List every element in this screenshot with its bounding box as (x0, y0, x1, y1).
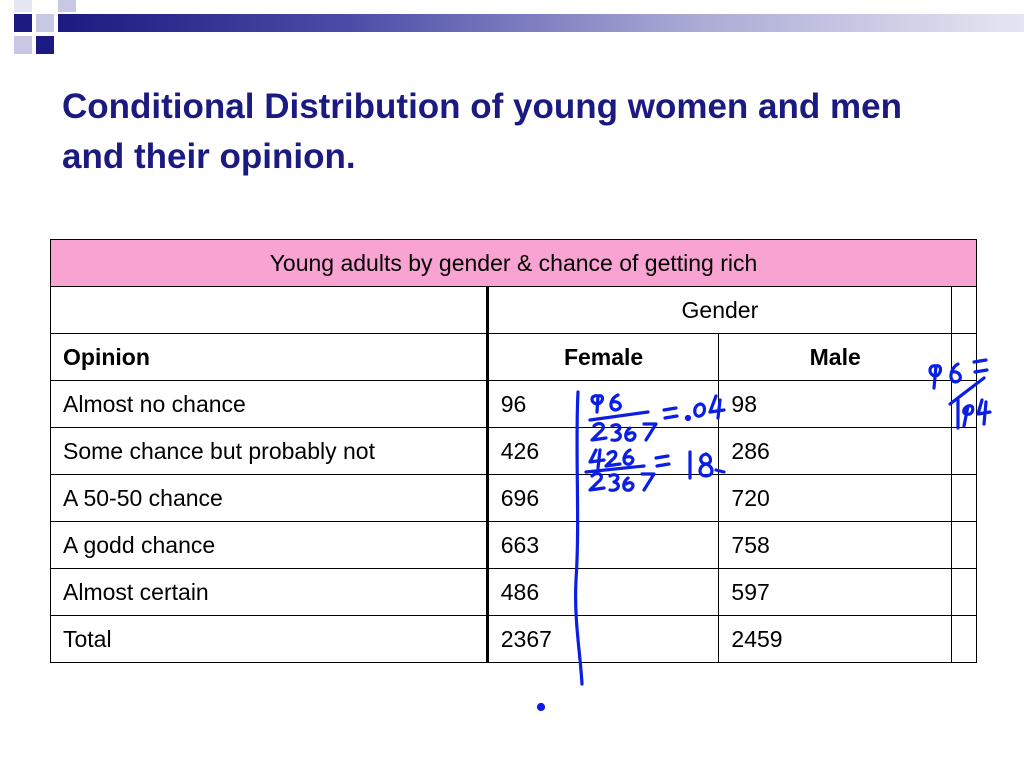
table-row: A 50-50 chance 696 720 (50, 474, 977, 522)
corner-square (14, 14, 32, 32)
male-cell: 2459 (718, 615, 953, 663)
opinion-cell: Almost certain (50, 568, 488, 616)
corner-square (36, 14, 54, 32)
male-cell: 98 (718, 380, 953, 428)
column-header-opinion: Opinion (50, 333, 488, 381)
column-header-row: Opinion Female Male (50, 333, 977, 381)
corner-square (14, 36, 32, 54)
table-caption: Young adults by gender & chance of getti… (50, 239, 977, 287)
male-cell: 286 (718, 427, 953, 475)
male-cell: 597 (718, 568, 953, 616)
empty-cell (951, 474, 977, 522)
gender-header: Gender (485, 286, 953, 334)
empty-cell (951, 380, 977, 428)
corner-square (14, 0, 32, 12)
table-row: Some chance but probably not 426 286 (50, 427, 977, 475)
slide-title: Conditional Distribution of young women … (62, 87, 902, 176)
column-header-male: Male (718, 333, 953, 381)
empty-cell (951, 521, 977, 569)
header-bar (58, 14, 1024, 32)
table-row: Total 2367 2459 (50, 615, 977, 663)
female-cell: 663 (485, 521, 720, 569)
male-cell: 758 (718, 521, 953, 569)
table-caption-row: Young adults by gender & chance of getti… (50, 239, 977, 287)
empty-cell (951, 333, 977, 381)
table-row: Almost no chance 96 98 (50, 380, 977, 428)
data-table: Young adults by gender & chance of getti… (50, 239, 977, 663)
empty-cell (951, 615, 977, 663)
female-cell: 96 (485, 380, 720, 428)
table-row: Almost certain 486 597 (50, 568, 977, 616)
empty-cell (50, 286, 488, 334)
ink-dot (536, 702, 546, 712)
opinion-cell: A godd chance (50, 521, 488, 569)
empty-cell (951, 427, 977, 475)
group-header-row: Gender (50, 286, 977, 334)
opinion-cell: Some chance but probably not (50, 427, 488, 475)
male-cell: 720 (718, 474, 953, 522)
corner-square (36, 36, 54, 54)
table-row: A godd chance 663 758 (50, 521, 977, 569)
opinion-cell: A 50-50 chance (50, 474, 488, 522)
empty-cell (951, 568, 977, 616)
opinion-cell: Total (50, 615, 488, 663)
opinion-cell: Almost no chance (50, 380, 488, 428)
female-cell: 2367 (485, 615, 720, 663)
female-cell: 696 (485, 474, 720, 522)
female-cell: 486 (485, 568, 720, 616)
column-header-female: Female (485, 333, 720, 381)
corner-square (58, 0, 76, 12)
empty-cell (951, 286, 977, 334)
female-cell: 426 (485, 427, 720, 475)
